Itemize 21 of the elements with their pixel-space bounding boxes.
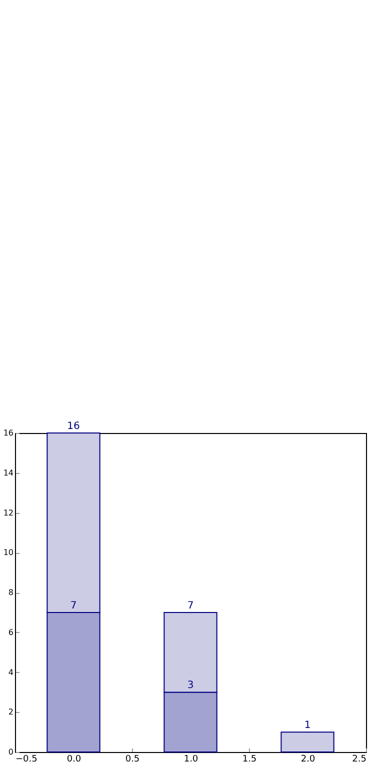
data-label: 7 xyxy=(70,600,77,612)
y-tick-label: 4 xyxy=(8,668,14,677)
y-tick-label: 10 xyxy=(3,548,14,558)
data-label: 3 xyxy=(187,680,194,692)
y-tick-label: 16 xyxy=(3,428,14,438)
x-tick-label: 2.5 xyxy=(352,754,366,764)
x-tick-label: 1.0 xyxy=(184,754,198,764)
x-tick-label: 0.5 xyxy=(125,754,140,764)
x-tick-label: 2.0 xyxy=(300,754,316,764)
y-tick-label: 6 xyxy=(8,628,14,637)
total-label: 1 xyxy=(304,720,311,732)
y-tick-label: 14 xyxy=(3,468,14,478)
y-tick-label: 8 xyxy=(8,588,14,597)
x-tick-label: 0.0 xyxy=(66,754,82,764)
total-label: 16 xyxy=(67,421,80,432)
total-label: 7 xyxy=(187,600,194,612)
y-tick-label: 0 xyxy=(8,748,14,756)
x-tick-label: −0.5 xyxy=(16,754,38,764)
y-tick-label: 2 xyxy=(8,708,14,717)
y-tick-label: 12 xyxy=(3,508,14,518)
x-tick-label: 1.5 xyxy=(242,754,257,764)
